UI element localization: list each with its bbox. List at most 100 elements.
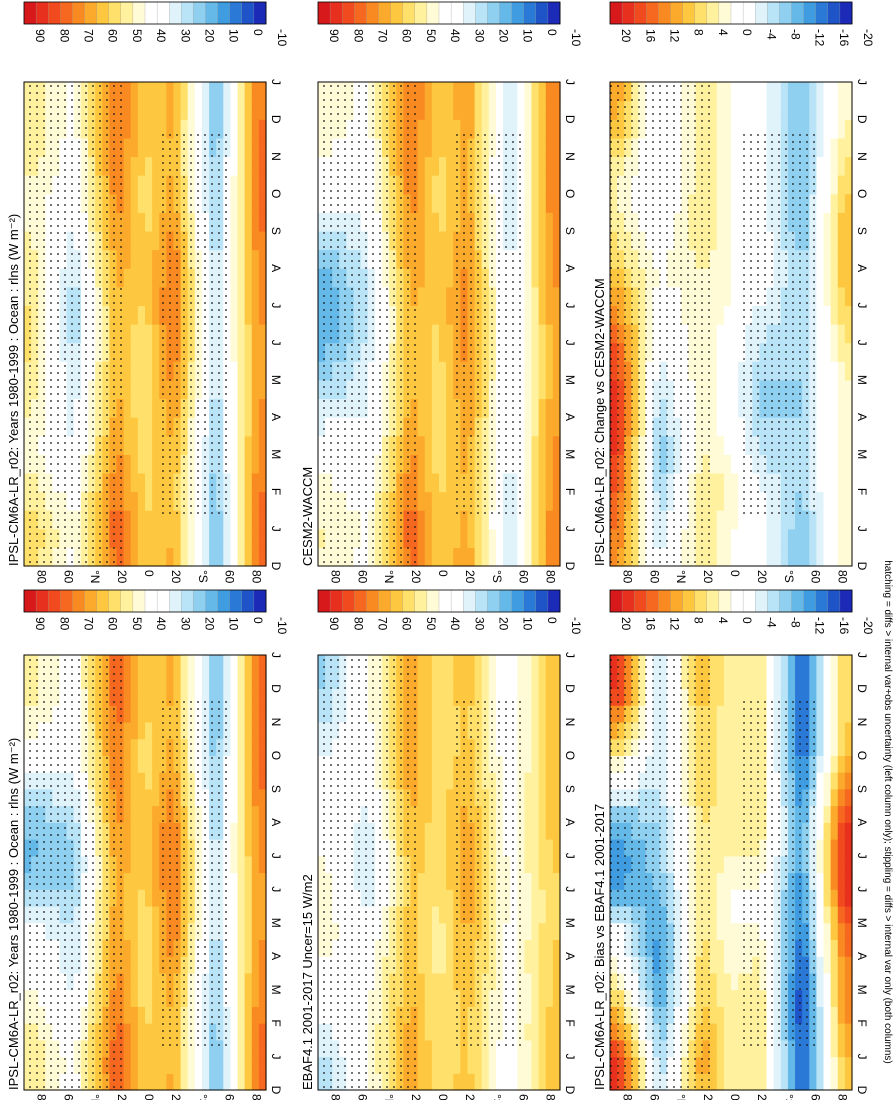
heatmap-cell: [524, 822, 533, 840]
heatmap-cell: [517, 1039, 526, 1058]
heatmap-cell: [152, 805, 160, 823]
heatmap-cell: [216, 1073, 224, 1091]
heatmap-cell: [130, 805, 139, 823]
heatmap-cell: [524, 738, 533, 756]
heatmap-cell: [251, 721, 260, 740]
heatmap-cell: [524, 230, 533, 251]
heatmap-cell: [802, 1073, 810, 1091]
heatmap-cell: [453, 510, 461, 530]
heatmap-cell: [446, 324, 454, 344]
heatmap-cell: [417, 822, 426, 840]
heatmap-cell: [166, 528, 175, 548]
heatmap-cell: [738, 822, 746, 840]
heatmap-cell: [417, 82, 426, 102]
heatmap-cell: [251, 1073, 260, 1091]
heatmap-cell: [145, 855, 153, 874]
heatmap-cell: [424, 755, 433, 773]
heatmap-cell: [123, 342, 132, 362]
heatmap-cell: [552, 1039, 561, 1058]
heatmap-cell: [159, 82, 167, 102]
heatmap-cell: [446, 510, 454, 530]
heatmap-cell: [723, 721, 732, 740]
heatmap-cell: [816, 822, 825, 840]
heatmap-cell: [439, 547, 447, 567]
heatmap-cell: [417, 119, 426, 139]
heatmap-cell: [716, 1006, 725, 1024]
heatmap-cell: [460, 119, 469, 139]
heatmap-cell: [145, 361, 153, 381]
heatmap-cell: [795, 671, 803, 690]
heatmap-cell: [230, 137, 239, 158]
heatmap-cell: [230, 839, 239, 857]
heatmap-cell: [130, 688, 139, 706]
heatmap-cell: [837, 905, 846, 924]
heatmap-cell: [538, 435, 547, 455]
heatmap-cell: [123, 889, 132, 907]
panel-title: IPSL-CM6A-LR_r02: Bias vs EBAF4.1 2001-2…: [592, 804, 607, 1090]
heatmap-cell: [716, 510, 725, 530]
heatmap-cell: [731, 1039, 739, 1058]
heatmap-cell: [780, 655, 789, 673]
heatmap-cell: [538, 268, 547, 288]
heatmap-cell: [709, 721, 718, 740]
heatmap-cell: [538, 547, 547, 567]
heatmap-cell: [251, 1006, 260, 1024]
heatmap-cell: [709, 454, 718, 474]
heatmap-cell: [531, 472, 540, 493]
heatmap-cell: [123, 268, 132, 288]
heatmap-cell: [503, 1073, 511, 1091]
heatmap-cell: [830, 922, 839, 941]
heatmap-cell: [524, 755, 533, 773]
heatmap-cell: [446, 989, 454, 1007]
heatmap-cell: [417, 1073, 426, 1091]
heatmap-cell: [417, 905, 426, 924]
heatmap-cell: [145, 788, 153, 807]
heatmap-cell: [716, 175, 725, 195]
heatmap-cell: [830, 822, 839, 840]
heatmap-cell: [431, 398, 440, 418]
heatmap-cell: [417, 547, 426, 567]
heatmap-cell: [258, 249, 267, 269]
heatmap-cell: [446, 454, 454, 474]
heatmap-cell: [258, 379, 267, 400]
heatmap-cell: [159, 119, 167, 139]
heatmap-cell: [209, 1056, 217, 1074]
heatmap-cell: [709, 905, 718, 924]
heatmap-cell: [716, 361, 725, 381]
heatmap-cell: [237, 379, 246, 400]
heatmap-cell: [716, 705, 725, 723]
heatmap-cell: [517, 688, 526, 706]
heatmap-cell: [731, 788, 739, 807]
heatmap-cell: [837, 688, 846, 706]
heatmap-cell: [538, 100, 547, 120]
heatmap-cell: [460, 655, 469, 673]
heatmap-cell: [251, 889, 260, 907]
heatmap-cell: [531, 249, 540, 269]
heatmap-cell: [417, 193, 426, 213]
heatmap-cell: [738, 721, 746, 740]
heatmap-cell: [424, 855, 433, 874]
lat-tick-label: 80: [544, 1094, 558, 1100]
heatmap-cell: [137, 156, 146, 176]
heatmap-cell: [439, 82, 447, 102]
heatmap-cell: [716, 417, 725, 437]
heatmap-cell: [446, 972, 454, 991]
heatmap-cell: [809, 1056, 818, 1074]
heatmap-cell: [152, 435, 160, 455]
heatmap-cell: [738, 1073, 746, 1091]
heatmap-cell: [123, 324, 132, 344]
heatmap-cell: [446, 755, 454, 773]
heatmap-cell: [258, 156, 267, 176]
heatmap-cell: [424, 175, 433, 195]
heatmap-cell: [524, 855, 533, 874]
heatmap-cell: [538, 839, 547, 857]
lat-tick-label: °N: [674, 1094, 688, 1100]
heatmap-cell: [244, 905, 253, 924]
heatmap-cell: [716, 671, 725, 690]
heatmap-cell: [137, 839, 146, 857]
heatmap-cell: [545, 772, 554, 790]
heatmap-cell: [137, 119, 146, 139]
heatmap-cell: [251, 398, 260, 418]
heatmap-cell: [145, 491, 153, 511]
